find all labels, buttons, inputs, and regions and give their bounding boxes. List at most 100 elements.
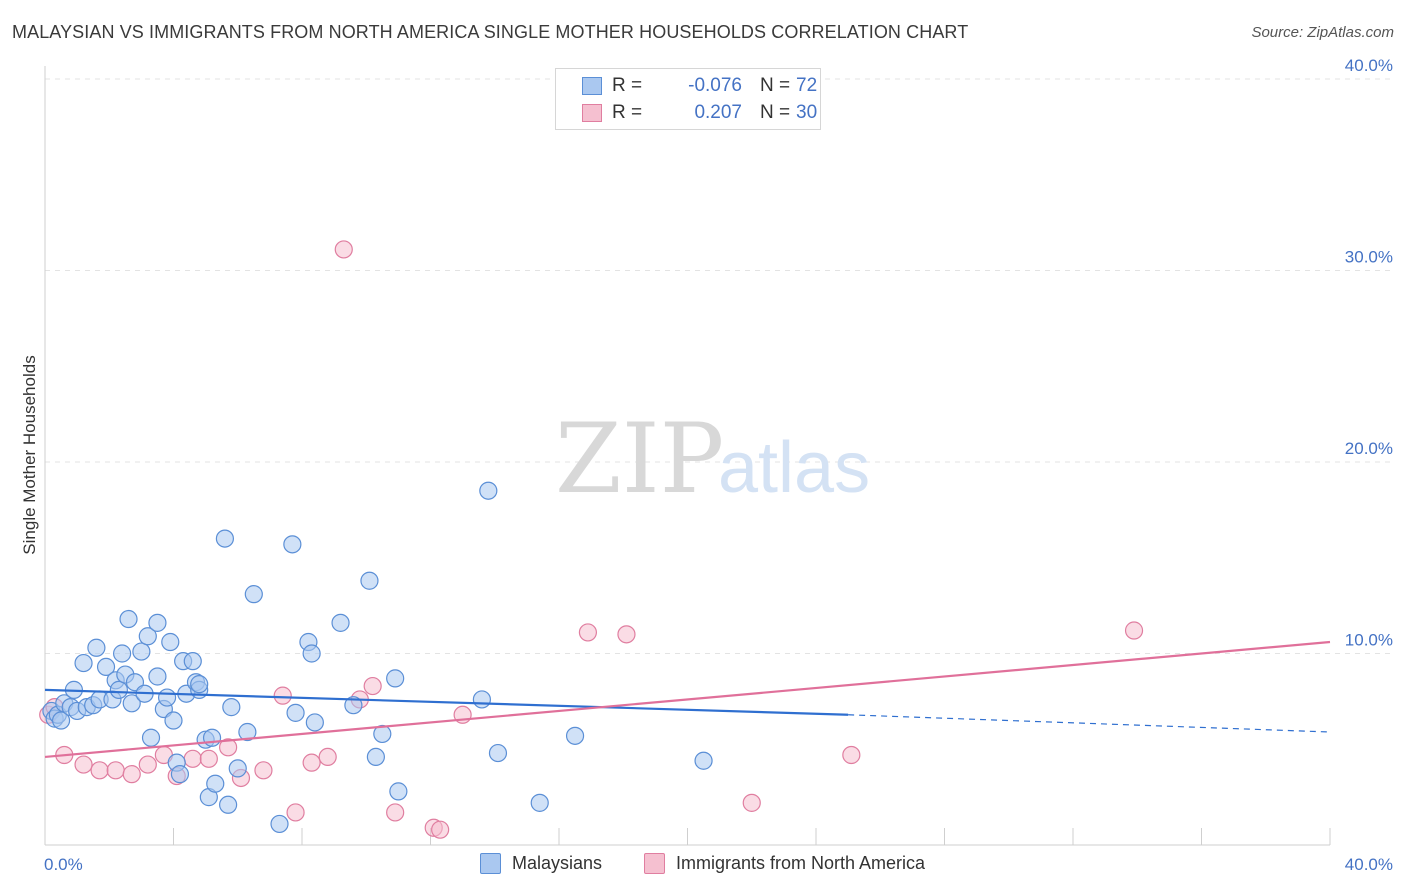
malaysians-point bbox=[148, 613, 167, 632]
stats-box: R = -0.076 N = 72 R = 0.207 N = 30 bbox=[555, 68, 821, 130]
malaysians-point bbox=[87, 638, 106, 657]
immigrants-point bbox=[334, 240, 353, 259]
immigrants-point bbox=[273, 686, 292, 705]
malaysians-point bbox=[331, 613, 350, 632]
r-label: R = bbox=[612, 75, 643, 96]
n-value: 30 bbox=[796, 102, 818, 123]
y-tick-label: 10.0% bbox=[1345, 631, 1393, 650]
malaysians-point bbox=[122, 694, 141, 713]
legend-label: Immigrants from North America bbox=[676, 853, 926, 873]
source-credit: Source: ZipAtlas.com bbox=[1251, 24, 1394, 41]
malaysians-point bbox=[112, 644, 132, 663]
malaysians-point bbox=[51, 711, 71, 730]
malaysians-point bbox=[286, 703, 305, 722]
watermark-zip: ZIP bbox=[555, 403, 724, 515]
malaysians-point bbox=[373, 724, 392, 744]
malaysians-point bbox=[565, 726, 585, 745]
immigrants-point bbox=[138, 755, 157, 774]
malaysians-point bbox=[222, 698, 241, 717]
malaysians-point bbox=[238, 722, 257, 742]
malaysians-point bbox=[302, 644, 321, 663]
y-tick-label: 40.0% bbox=[1345, 56, 1393, 75]
malaysians-point bbox=[389, 782, 408, 801]
trend-lines bbox=[44, 640, 1331, 759]
immigrants-point bbox=[617, 625, 636, 644]
series-malaysians-points bbox=[42, 481, 713, 834]
chart-title: MALAYSIAN VS IMMIGRANTS FROM NORTH AMERI… bbox=[12, 22, 969, 42]
malaysians-point bbox=[479, 481, 498, 500]
malaysians-point bbox=[270, 814, 289, 834]
n-label: N = bbox=[760, 75, 791, 96]
malaysians-point bbox=[360, 571, 379, 590]
tick-labels: 10.0% 20.0% 30.0% 40.0% 0.0% 40.0% bbox=[44, 56, 1393, 874]
malaysians-point bbox=[74, 653, 93, 673]
immigrants-point bbox=[578, 623, 598, 642]
blue-swatch bbox=[582, 77, 602, 95]
immigrants-point bbox=[106, 761, 125, 780]
malaysians-point bbox=[472, 690, 491, 709]
malaysians-point bbox=[206, 774, 225, 793]
immigrants-point bbox=[90, 761, 109, 780]
malaysians-point bbox=[215, 529, 234, 548]
immigrants-point bbox=[363, 676, 382, 696]
immigrants-point bbox=[1124, 621, 1144, 640]
n-value: 72 bbox=[796, 75, 818, 96]
watermark-atlas: atlas bbox=[718, 428, 870, 508]
malaysians-point bbox=[228, 759, 247, 778]
immigrants-point bbox=[219, 738, 238, 757]
malaysians-point bbox=[119, 609, 138, 629]
malaysians-point bbox=[157, 688, 177, 707]
malaysians-point bbox=[138, 627, 157, 646]
malaysians-point bbox=[283, 535, 302, 554]
malaysians-point bbox=[109, 680, 128, 699]
watermark: ZIP atlas bbox=[555, 403, 870, 515]
malaysians-point bbox=[366, 747, 385, 767]
immigrants-point bbox=[199, 749, 218, 768]
r-value: 0.207 bbox=[694, 102, 742, 123]
malaysians-point bbox=[132, 642, 151, 661]
immigrants-point bbox=[742, 793, 761, 812]
legend-label: Malaysians bbox=[512, 853, 603, 873]
x-tick-label: 40.0% bbox=[1345, 855, 1393, 874]
malaysians-point bbox=[219, 795, 238, 814]
immigrants-point bbox=[318, 747, 337, 767]
immigrants-point bbox=[386, 803, 405, 822]
immigrants-point bbox=[74, 755, 93, 774]
malaysians-point bbox=[183, 652, 202, 671]
malaysians-point bbox=[694, 751, 713, 770]
y-tick-label: 30.0% bbox=[1345, 248, 1393, 267]
malaysians-point bbox=[530, 793, 549, 812]
gridlines bbox=[45, 78, 1395, 654]
immigrants-point bbox=[286, 803, 305, 822]
malaysians-point bbox=[161, 632, 180, 652]
malaysians-point bbox=[244, 585, 263, 604]
malaysians-point bbox=[344, 696, 363, 715]
malaysians-point bbox=[148, 667, 167, 686]
malaysians-point bbox=[164, 711, 183, 730]
n-label: N = bbox=[760, 102, 791, 123]
immigrants-point bbox=[254, 761, 273, 780]
malaysians-point bbox=[386, 669, 405, 688]
pink-swatch bbox=[582, 104, 602, 122]
immigrants-point bbox=[431, 820, 450, 839]
malaysians-point bbox=[305, 713, 324, 732]
y-axis-title: Single Mother Households bbox=[20, 355, 39, 554]
immigrants-point bbox=[302, 753, 321, 772]
malaysians-point bbox=[141, 728, 161, 747]
immigrants-point bbox=[183, 749, 202, 768]
legend-swatch-pink bbox=[644, 853, 665, 874]
immigrants-point bbox=[842, 745, 861, 765]
malaysians-point bbox=[170, 765, 190, 784]
r-label: R = bbox=[612, 102, 643, 123]
y-tick-label: 20.0% bbox=[1345, 439, 1393, 458]
malaysians-point bbox=[488, 743, 508, 763]
immigrants-trend-line bbox=[44, 640, 1331, 759]
legend-swatch-blue bbox=[480, 853, 501, 874]
malaysians-trend-extension bbox=[848, 714, 1331, 733]
malaysians-point bbox=[202, 728, 222, 747]
r-value: -0.076 bbox=[688, 75, 742, 96]
malaysians-point bbox=[190, 675, 209, 694]
malaysians-trend-line bbox=[44, 688, 849, 716]
x-tick-label: 0.0% bbox=[44, 855, 83, 874]
